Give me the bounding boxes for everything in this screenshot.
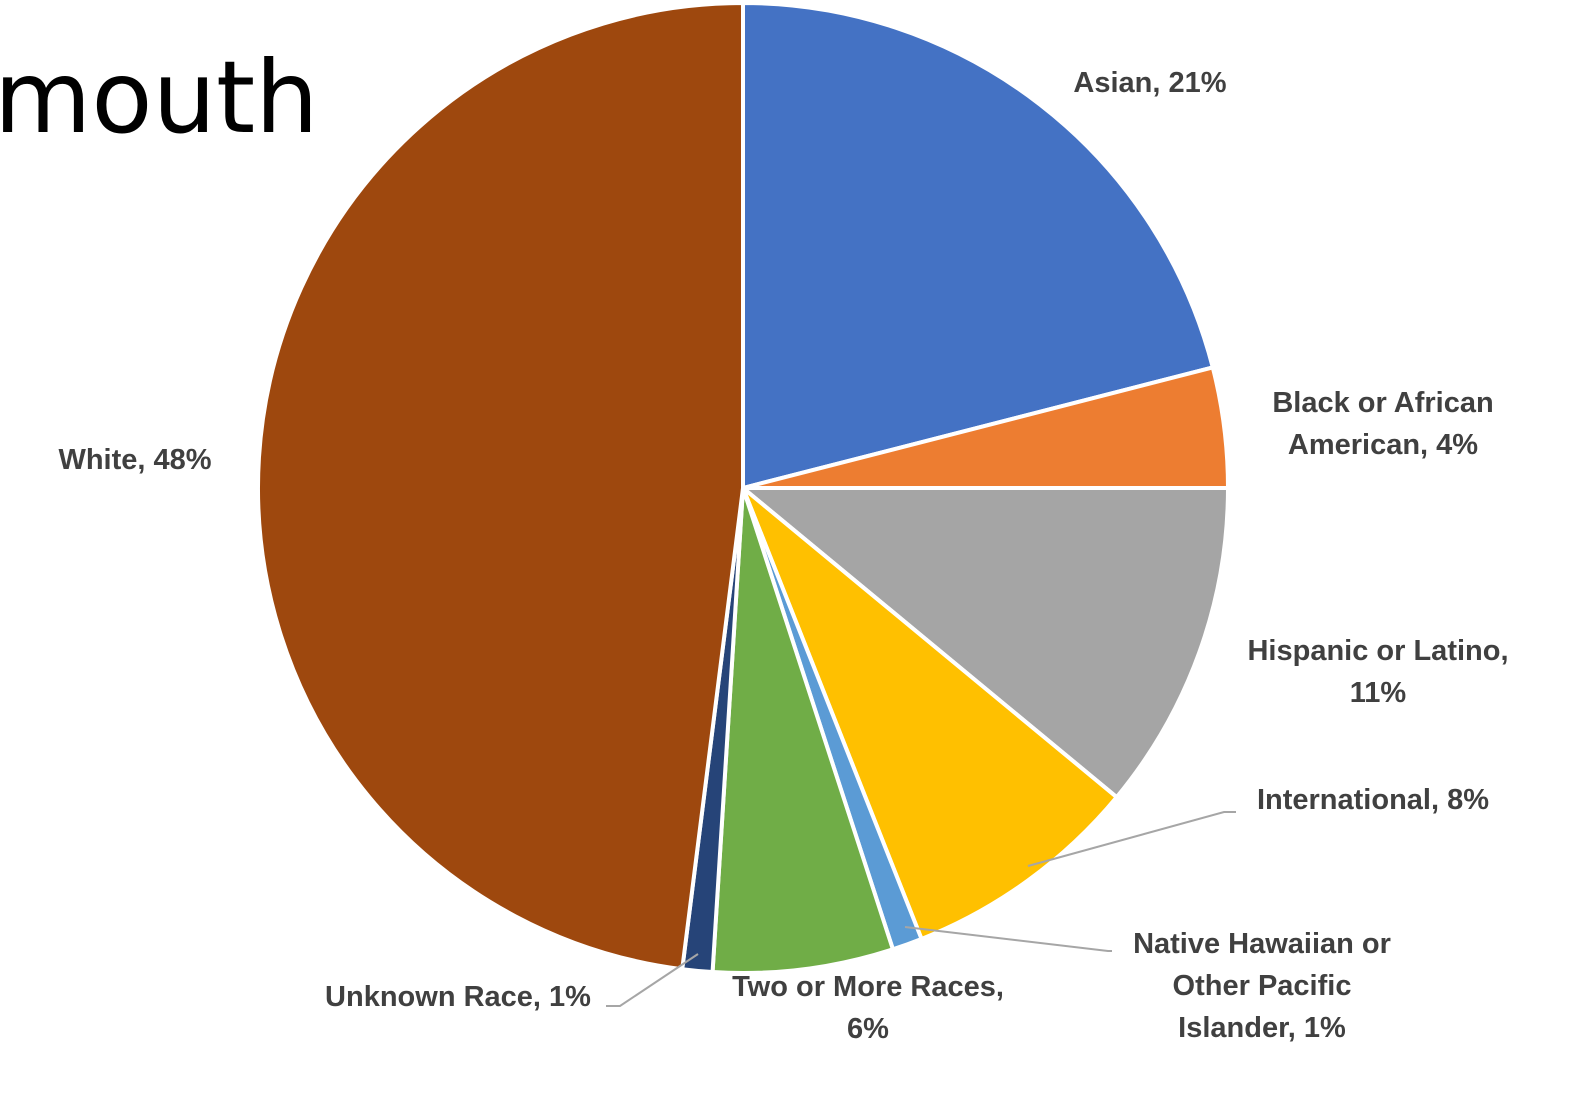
slice-label-line: Other Pacific [1173,970,1352,1002]
slice-label-line: Islander, 1% [1178,1012,1346,1044]
slice-label-line: Black or African [1272,387,1493,419]
slice-label-line: 11% [1350,677,1407,709]
leader-lines [606,811,1236,1007]
leader-line [1027,811,1236,867]
slice-label-line: Hispanic or Latino, [1247,635,1508,667]
slice-label-line: American, 4% [1288,429,1478,461]
leader-line [904,926,1112,952]
slice-label-black-or-african-american: Black or African American, 4% [1272,387,1493,461]
slice-label-international: International, 8% [1257,784,1489,816]
slice-label-unknown-race: Unknown Race, 1% [325,981,591,1013]
slice-label-two-or-more-races: Two or More Races, 6% [732,971,1004,1045]
slice-label-line: Two or More Races, [732,971,1004,1003]
slice-label-asian: Asian, 21% [1073,67,1226,99]
pie-slice-asian [741,1,1215,490]
slice-label-line: Asian, 21% [1073,67,1226,99]
slice-label-line: White, 48% [58,444,211,476]
page-title: mouth [0,39,319,156]
slice-labels: Asian, 21% Black or African American, 4% Hi… [58,67,1508,1045]
slice-label-line: 6% [847,1013,889,1045]
pie-slice-white [256,1,745,972]
leader-line [606,953,699,1007]
slice-label-line: Unknown Race, 1% [325,981,591,1013]
pie-slice-international [741,486,1119,941]
pie-slice-hispanic-or-latino [741,486,1230,800]
slice-label-white: White, 48% [58,444,211,476]
slice-label-line: International, 8% [1257,784,1489,816]
pie-slice-two-or-more-races [710,486,895,975]
slice-label-hispanic-or-latino: Hispanic or Latino, 11% [1247,635,1508,709]
slice-label-native-hawaiian-or-other-pacific-islander: Native Hawaiian or Other Pacific Islander,… [1133,928,1391,1044]
slice-label-line: Native Hawaiian or [1133,928,1391,960]
pie-slices [256,1,1230,975]
